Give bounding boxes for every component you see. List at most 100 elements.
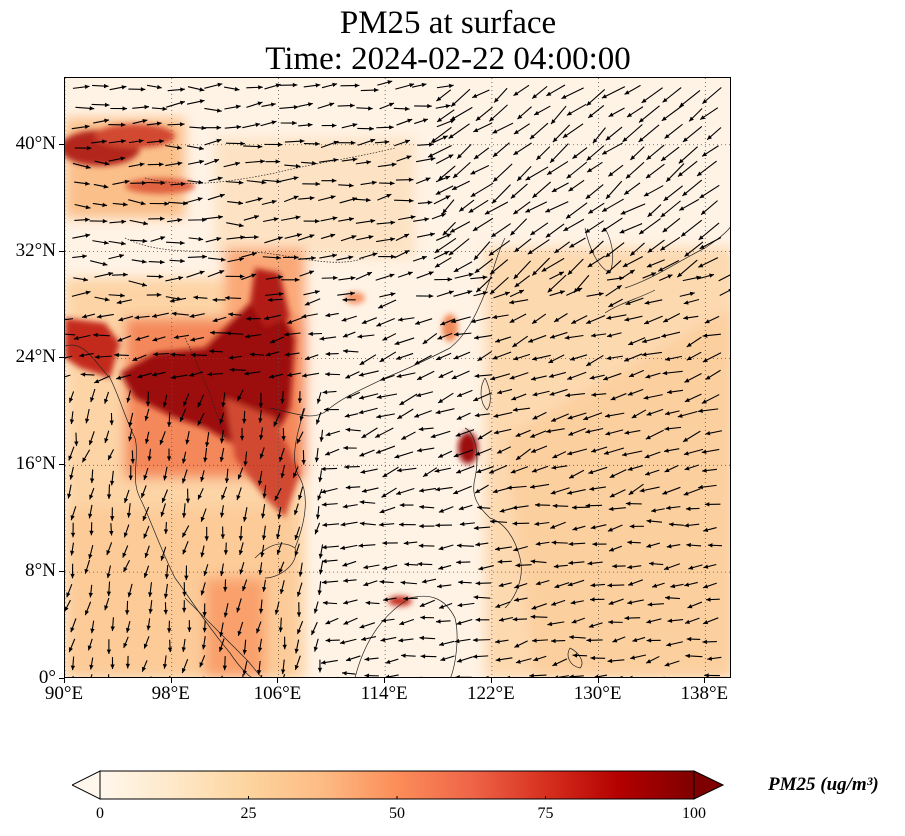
wind-arrow <box>321 545 339 550</box>
x-tick-label: 138°E <box>680 683 729 704</box>
wind-arrow <box>283 673 286 677</box>
wind-arrow <box>110 106 128 111</box>
wind-arrow <box>515 563 532 568</box>
wind-arrow <box>414 118 429 125</box>
wind-arrow <box>404 562 418 567</box>
wind-arrow <box>317 581 322 596</box>
wind-arrow <box>203 215 223 220</box>
wind-arrow <box>238 542 244 556</box>
wind-arrow <box>588 622 603 628</box>
wind-arrow <box>337 291 355 296</box>
wind-arrow <box>583 412 603 421</box>
wind-arrow <box>129 219 149 226</box>
wind-arrow <box>189 313 205 319</box>
wind-arrow <box>701 448 720 454</box>
wind-arrow <box>513 545 528 552</box>
wind-arrow <box>185 431 190 445</box>
wind-arrow <box>321 82 338 89</box>
wind-arrow <box>284 233 302 239</box>
x-tick-label: 98°E <box>151 683 190 704</box>
wind-arrow <box>376 125 394 130</box>
y-tick-label: 8°N <box>25 560 56 582</box>
wind-arrow <box>414 410 432 418</box>
wind-arrow <box>151 371 166 377</box>
wind-arrow <box>146 274 164 279</box>
wind-arrow <box>379 102 395 110</box>
x-tick-mark <box>597 678 599 683</box>
wind-arrow <box>403 596 418 601</box>
wind-arrow <box>454 638 471 644</box>
wind-arrow <box>512 505 529 510</box>
wind-arrow <box>89 657 94 670</box>
wind-arrow <box>678 146 698 164</box>
wind-arrow <box>590 597 605 602</box>
wind-arrow <box>187 180 204 185</box>
wind-arrow <box>472 654 489 659</box>
wind-arrow <box>647 204 662 218</box>
wind-arrow <box>303 83 321 88</box>
wind-arrow <box>416 232 435 238</box>
wind-arrow <box>380 374 395 381</box>
wind-arrow <box>143 565 150 579</box>
wind-arrow <box>662 217 681 233</box>
wind-arrow <box>244 333 262 339</box>
wind-arrow <box>188 217 207 223</box>
x-tick-label: 114°E <box>360 683 408 704</box>
wind-arrow <box>239 562 245 575</box>
wind-arrow <box>569 635 586 640</box>
wind-arrow <box>620 203 646 215</box>
wind-arrow <box>165 161 183 167</box>
wind-arrow <box>128 162 145 168</box>
wind-arrow <box>70 563 75 579</box>
wind-arrow <box>437 332 453 340</box>
wind-arrow <box>355 160 372 165</box>
wind-arrow <box>605 126 623 141</box>
wind-arrow <box>718 274 730 282</box>
wind-arrow <box>418 543 435 548</box>
wind-arrow <box>317 488 323 501</box>
wind-arrow <box>394 249 410 259</box>
wind-arrow <box>704 315 720 324</box>
wind-arrow <box>304 298 321 306</box>
wind-arrow <box>94 375 111 384</box>
wind-arrow <box>204 138 222 146</box>
wind-arrow <box>678 198 700 211</box>
wind-arrow <box>343 445 357 451</box>
wind-arrow <box>474 373 493 379</box>
wind-arrow <box>533 105 551 116</box>
wind-arrow <box>73 277 89 282</box>
wind-arrow <box>382 564 398 571</box>
wind-arrow <box>340 235 357 242</box>
wind-arrow <box>118 315 133 322</box>
wind-arrow <box>646 638 661 643</box>
wind-arrow <box>68 638 76 653</box>
wind-arrow <box>660 200 681 218</box>
wind-arrow <box>512 201 531 215</box>
wind-arrow <box>516 165 532 182</box>
wind-arrow <box>378 522 395 527</box>
wind-arrow <box>134 315 150 320</box>
wind-arrow <box>664 660 680 667</box>
wind-arrow <box>532 390 550 397</box>
wind-arrow <box>549 143 569 164</box>
wind-arrow <box>496 388 513 395</box>
wind-arrow <box>184 565 189 581</box>
wind-arrow <box>265 351 280 357</box>
wind-arrow <box>106 484 112 499</box>
wind-arrow <box>301 313 318 319</box>
colorbar-tick-label: 25 <box>240 805 257 822</box>
wind-arrow <box>182 582 187 597</box>
wind-arrow <box>663 563 681 571</box>
wind-arrow <box>148 216 165 221</box>
wind-arrow <box>229 367 246 372</box>
wind-arrow <box>237 467 244 480</box>
wind-arrow <box>181 469 188 484</box>
wind-arrow <box>567 448 588 456</box>
wind-arrow <box>94 160 110 166</box>
wind-arrow <box>204 125 222 130</box>
wind-arrow <box>128 465 133 481</box>
y-tick-label: 32°N <box>15 239 56 261</box>
wind-arrow <box>436 119 456 128</box>
wind-arrow <box>663 448 680 453</box>
wind-arrow <box>394 198 414 203</box>
